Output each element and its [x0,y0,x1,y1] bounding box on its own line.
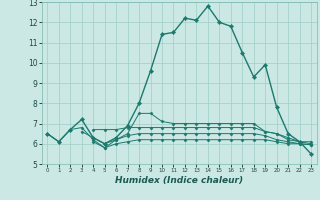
X-axis label: Humidex (Indice chaleur): Humidex (Indice chaleur) [115,176,243,185]
